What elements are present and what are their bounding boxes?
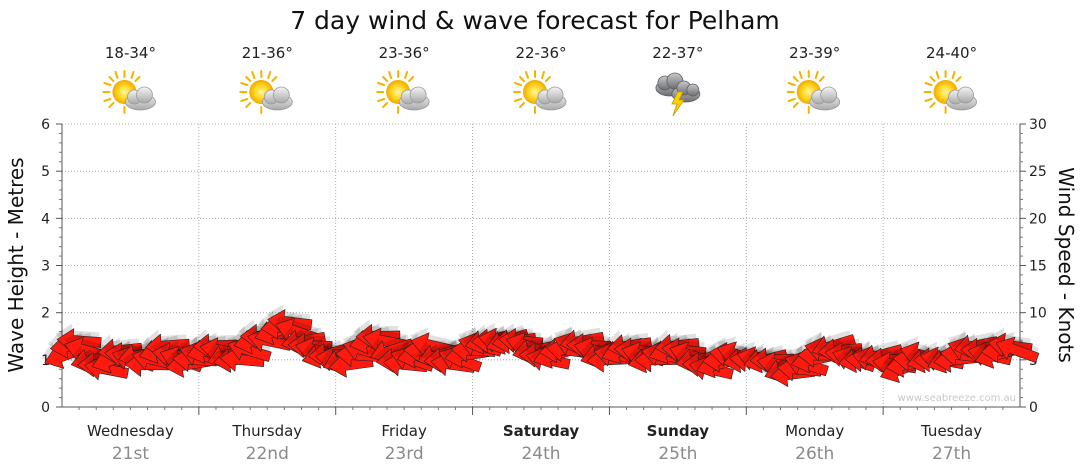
day-name: Tuesday [920,422,982,440]
right-axis-ticks: 051015202530 [1020,117,1047,416]
right-tick-label: 30 [1029,117,1047,133]
right-tick-label: 10 [1029,306,1047,322]
day-labels: Wednesday 21st Thursday 22nd Friday 23rd Satur… [78,407,1004,464]
day-name: Wednesday [87,422,174,440]
left-axis-ticks: 0123456 [41,117,62,416]
left-tick-label: 6 [41,117,50,133]
partly-cloudy-icon [102,70,157,114]
day-name: Thursday [231,422,302,440]
day-name: Sunday [647,422,710,440]
thunderstorm-icon [655,72,701,117]
day-temp-range: 24-40° [926,44,977,62]
y-right-axis-label: Wind Speed - Knots [1054,167,1078,363]
partly-cloudy-icon [376,70,431,114]
day-date: 24th [521,444,560,464]
day-temp-range: 23-36° [379,44,430,62]
watermark: www.seabreeze.com.au [898,393,1016,404]
day-date: 27th [932,444,971,464]
day-name: Monday [785,422,844,440]
daily-forecast-header: 18-34° 21-36° 23-36° 22-36° 22-37° 23-39° 24-4… [102,44,978,117]
partly-cloudy-icon [239,70,294,114]
left-tick-label: 0 [41,400,50,416]
right-tick-label: 15 [1029,259,1047,275]
day-temp-range: 22-36° [515,44,566,62]
left-tick-label: 3 [41,259,50,275]
day-date: 23rd [385,444,424,464]
right-tick-label: 20 [1029,211,1047,227]
day-name: Saturday [503,422,580,440]
day-temp-range: 23-39° [789,44,840,62]
day-temp-range: 18-34° [105,44,156,62]
partly-cloudy-icon [513,70,567,114]
left-tick-label: 5 [41,164,50,180]
left-tick-label: 4 [41,211,50,227]
day-date: 25th [658,444,697,464]
wind-arrow-shape [995,336,1040,363]
left-tick-label: 2 [41,306,50,322]
partly-cloudy-icon [923,70,978,114]
right-tick-label: 25 [1029,164,1047,180]
chart-title: 7 day wind & wave forecast for Pelham [290,6,780,35]
partly-cloudy-icon [786,70,841,114]
day-date: 21st [112,444,149,464]
wind-arrow [995,331,1040,363]
y-left-axis-label: Wave Height - Metres [4,157,28,372]
day-temp-range: 21-36° [242,44,293,62]
day-name: Friday [381,422,427,440]
day-temp-range: 22-37° [652,44,703,62]
wind-arrows-series [41,304,1040,387]
day-date: 26th [795,444,834,464]
right-tick-label: 0 [1029,400,1038,416]
day-date: 22nd [246,444,289,464]
